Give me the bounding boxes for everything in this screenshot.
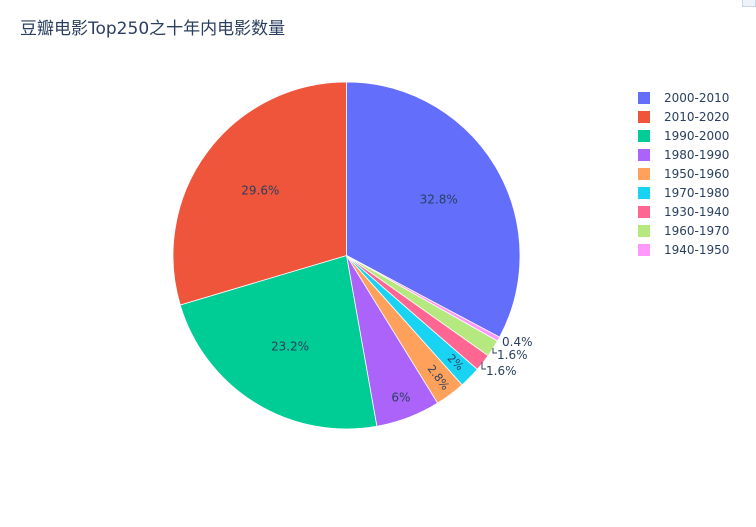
label-leader-line [481,362,486,370]
legend-label: 1970-1980 [664,185,730,200]
legend: 2000-2010 2010-2020 1990-2000 1980-1990 1950… [638,88,729,259]
legend-label: 2000-2010 [664,90,730,105]
legend-swatch [638,167,650,180]
legend-label: 1940-1950 [664,242,730,257]
pie-slice-2000-2010[interactable] [346,81,521,338]
legend-label: 1980-1990 [664,147,730,162]
legend-item-1960-1970[interactable]: 1960-1970 [638,221,729,240]
legend-swatch [638,129,650,142]
legend-item-1980-1990[interactable]: 1980-1990 [638,145,729,164]
slice-label-1930-1940: 1.6% [486,364,517,378]
legend-swatch [638,205,650,218]
legend-swatch [638,148,650,161]
label-leader-line [492,348,497,354]
toolbar-corner [742,0,756,7]
slice-label-2010-2020: 29.6% [241,184,279,198]
pie-labels: 32.8%0.4%1.6%1.6%2%2.8%6%23.2%29.6% [241,184,532,405]
legend-label: 1960-1970 [664,223,730,238]
slice-label-1960-1970: 1.6% [497,348,528,362]
legend-item-1990-2000[interactable]: 1990-2000 [638,126,729,145]
legend-swatch [638,243,650,256]
legend-swatch [638,224,650,237]
legend-swatch [638,91,650,104]
legend-item-2010-2020[interactable]: 2010-2020 [638,107,729,126]
pie-slice-2010-2020[interactable] [172,81,347,306]
legend-label: 1950-1960 [664,166,730,181]
slice-label-1980-1990: 6% [391,391,410,405]
pie-slice-1990-2000[interactable] [179,254,378,430]
legend-item-2000-2010[interactable]: 2000-2010 [638,88,729,107]
slice-label-1990-2000: 23.2% [271,340,309,354]
legend-swatch [638,186,650,199]
slice-label-2000-2010: 32.8% [420,193,458,207]
legend-item-1970-1980[interactable]: 1970-1980 [638,183,729,202]
legend-label: 1930-1940 [664,204,730,219]
legend-label: 1990-2000 [664,128,730,143]
legend-swatch [638,110,650,123]
legend-item-1950-1960[interactable]: 1950-1960 [638,164,729,183]
legend-item-1940-1950[interactable]: 1940-1950 [638,240,729,259]
chart-title: 豆瓣电影Top250之十年内电影数量 [20,19,286,39]
pie-slices [172,81,521,430]
legend-item-1930-1940[interactable]: 1930-1940 [638,202,729,221]
slice-label-1940-1950: 0.4% [502,335,533,349]
legend-label: 2010-2020 [664,109,730,124]
